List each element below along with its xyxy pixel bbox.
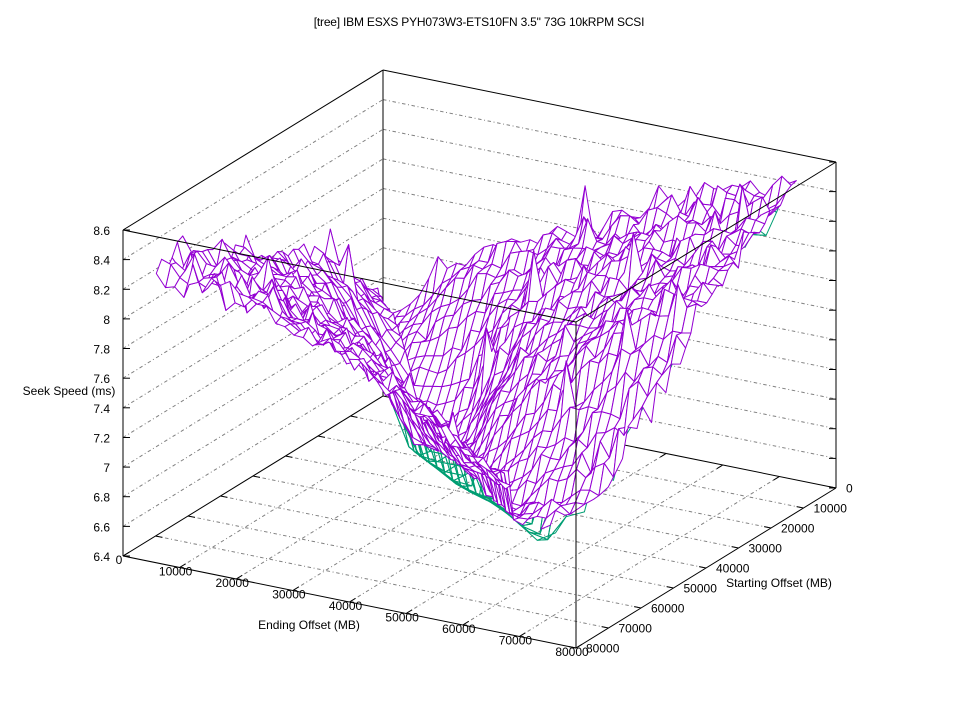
- svg-text:8: 8: [103, 313, 110, 327]
- svg-text:60000: 60000: [442, 622, 476, 636]
- svg-text:6.6: 6.6: [93, 520, 110, 534]
- svg-text:70000: 70000: [499, 634, 533, 648]
- svg-text:6.4: 6.4: [93, 550, 110, 564]
- svg-text:50000: 50000: [385, 611, 419, 625]
- svg-text:6.8: 6.8: [93, 491, 110, 505]
- svg-text:10000: 10000: [814, 502, 848, 516]
- svg-text:8.6: 8.6: [93, 224, 110, 238]
- svg-text:20000: 20000: [781, 522, 815, 536]
- svg-text:[tree] IBM ESXS PYH073W3-ETS10: [tree] IBM ESXS PYH073W3-ETS10FN 3.5" 73…: [314, 15, 644, 29]
- svg-text:40000: 40000: [329, 599, 363, 613]
- svg-text:30000: 30000: [749, 542, 783, 556]
- svg-text:30000: 30000: [272, 588, 306, 602]
- svg-text:Seek Speed (ms): Seek Speed (ms): [23, 384, 116, 398]
- svg-text:7.8: 7.8: [93, 343, 110, 357]
- svg-text:80000: 80000: [586, 642, 620, 656]
- svg-text:70000: 70000: [619, 622, 653, 636]
- svg-text:8.2: 8.2: [93, 283, 110, 297]
- svg-text:20000: 20000: [216, 576, 250, 590]
- svg-text:7.4: 7.4: [93, 402, 110, 416]
- svg-text:7.6: 7.6: [93, 372, 110, 386]
- svg-text:0: 0: [116, 553, 123, 567]
- svg-text:Ending Offset (MB): Ending Offset (MB): [258, 618, 360, 632]
- svg-text:10000: 10000: [159, 565, 193, 579]
- svg-text:Starting Offset (MB): Starting Offset (MB): [726, 576, 832, 590]
- svg-text:7: 7: [103, 461, 110, 475]
- svg-text:8.4: 8.4: [93, 254, 110, 268]
- svg-text:80000: 80000: [555, 645, 589, 659]
- svg-text:60000: 60000: [651, 602, 685, 616]
- svg-text:50000: 50000: [684, 582, 718, 596]
- svg-text:7.2: 7.2: [93, 432, 110, 446]
- svg-text:0: 0: [846, 482, 853, 496]
- svg-text:40000: 40000: [716, 562, 750, 576]
